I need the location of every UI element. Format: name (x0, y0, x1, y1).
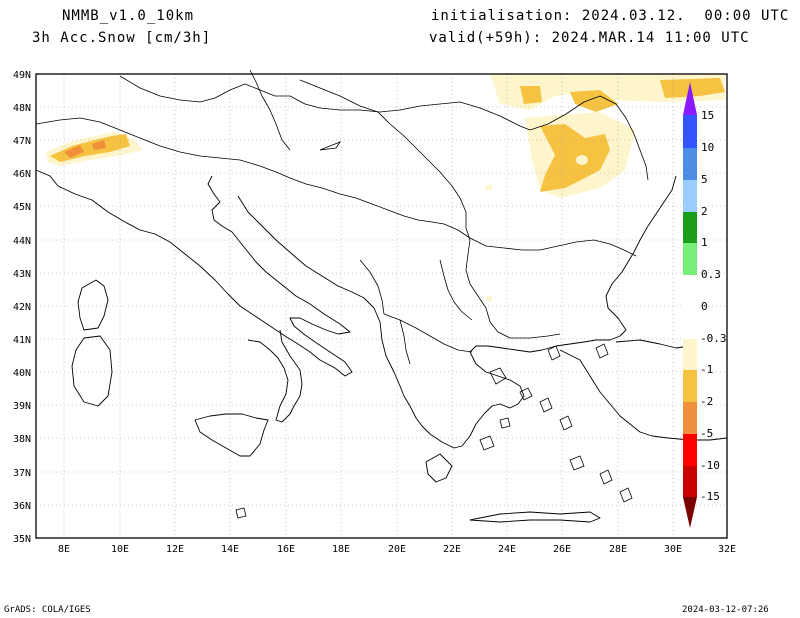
colorbar-label: -15 (700, 490, 720, 503)
colorbar-label: 10 (701, 141, 714, 154)
colorbar-label: 1 (701, 236, 708, 249)
colorbar-swatch-maroon (683, 497, 697, 528)
lon-label: 28E (609, 544, 627, 555)
colorbar-label: 15 (701, 109, 714, 122)
lon-label: 20E (388, 544, 406, 555)
lat-label: 48N (13, 103, 31, 114)
lat-label: 41N (13, 335, 31, 346)
colorbar-labels: 15 10 5 2 1 0.3 0 -0.3 -1 -2 -5 -10 -15 (700, 109, 727, 503)
lat-label: 40N (13, 368, 31, 379)
sicily (194, 413, 269, 457)
lat-label: 44N (13, 236, 31, 247)
lat-label: 47N (13, 136, 31, 147)
colorbar-swatch-yellow (683, 370, 697, 402)
colorbar-label: -2 (700, 395, 713, 408)
variable-title: 3h Acc.Snow [cm/3h] (32, 30, 212, 46)
lat-label: 46N (13, 169, 31, 180)
lat-label: 43N (13, 269, 31, 280)
lon-labels: 8E 10E 12E 14E 16E 18E 20E 22E 24E 26E 2… (58, 544, 736, 555)
snow-area-north-core (570, 90, 618, 112)
colorbar-label: -0.3 (700, 332, 727, 345)
model-title: NMMB_v1.0_10km (62, 8, 195, 24)
footer-credit: GrADS: COLA/IGES (4, 605, 91, 615)
lon-label: 24E (498, 544, 516, 555)
lat-label: 35N (13, 534, 31, 545)
colorbar-swatch-cream (683, 339, 697, 370)
snow-spot-1 (486, 185, 492, 190)
colorbar-swatch-lightgreen (683, 243, 697, 275)
snow-field (46, 74, 725, 301)
lat-label: 45N (13, 202, 31, 213)
snow-hole (576, 155, 588, 165)
snow-area-moldova-core (540, 124, 610, 192)
snow-spot-2 (487, 296, 492, 301)
corsica (77, 279, 109, 331)
lon-label: 8E (58, 544, 70, 555)
lon-label: 10E (111, 544, 129, 555)
colorbar-swatch-green (683, 212, 697, 243)
crete (469, 511, 601, 523)
colorbar-label: -5 (700, 427, 713, 440)
lon-label: 32E (718, 544, 736, 555)
lat-labels: 49N 48N 47N 46N 45N 44N 43N 42N 41N 40N … (13, 70, 31, 545)
colorbar-swatch-white (683, 275, 697, 339)
lat-label: 38N (13, 434, 31, 445)
map-frame (35, 73, 728, 539)
lat-label: 49N (13, 70, 31, 81)
lat-label: 42N (13, 302, 31, 313)
islands (235, 141, 633, 519)
colorbar-swatch-darkred (683, 466, 697, 497)
sardinia (71, 335, 113, 407)
lon-label: 16E (277, 544, 295, 555)
snow-area-north-west (520, 86, 542, 104)
lon-label: 22E (443, 544, 461, 555)
colorbar-swatch-red (683, 434, 697, 466)
valid-time: valid(+59h): 2024.MAR.14 11:00 UTC (429, 30, 750, 46)
colorbar-swatch-lightblue (683, 180, 697, 212)
colorbar-label: 5 (701, 173, 708, 186)
lon-label: 30E (664, 544, 682, 555)
snow-area-northeast (660, 78, 725, 98)
colorbar-label: -10 (700, 459, 720, 472)
lon-label: 26E (553, 544, 571, 555)
snow-area-alps-core (64, 145, 84, 158)
snow-area-alps-core-2 (92, 140, 106, 150)
lon-label: 12E (166, 544, 184, 555)
lat-label: 37N (13, 468, 31, 479)
lon-label: 14E (221, 544, 239, 555)
colorbar-swatch-orange (683, 402, 697, 434)
lon-label: 18E (332, 544, 350, 555)
colorbar-label: 0.3 (701, 268, 721, 281)
init-time: initialisation: 2024.03.12. 00:00 UTC (431, 8, 790, 24)
colorbar-label: -1 (700, 363, 713, 376)
colorbar-swatch-purple (683, 82, 697, 115)
grid-lines (36, 74, 727, 538)
coastlines (35, 169, 728, 523)
colorbar-label: 0 (701, 300, 708, 313)
colorbar-swatch-blue2 (683, 148, 697, 180)
lat-label: 36N (13, 501, 31, 512)
footer-timestamp: 2024-03-12-07:26 (682, 605, 769, 615)
colorbar-label: 2 (701, 205, 708, 218)
borders (35, 69, 649, 365)
lat-label: 39N (13, 401, 31, 412)
colorbar (683, 82, 697, 528)
colorbar-swatch-blue (683, 115, 697, 148)
